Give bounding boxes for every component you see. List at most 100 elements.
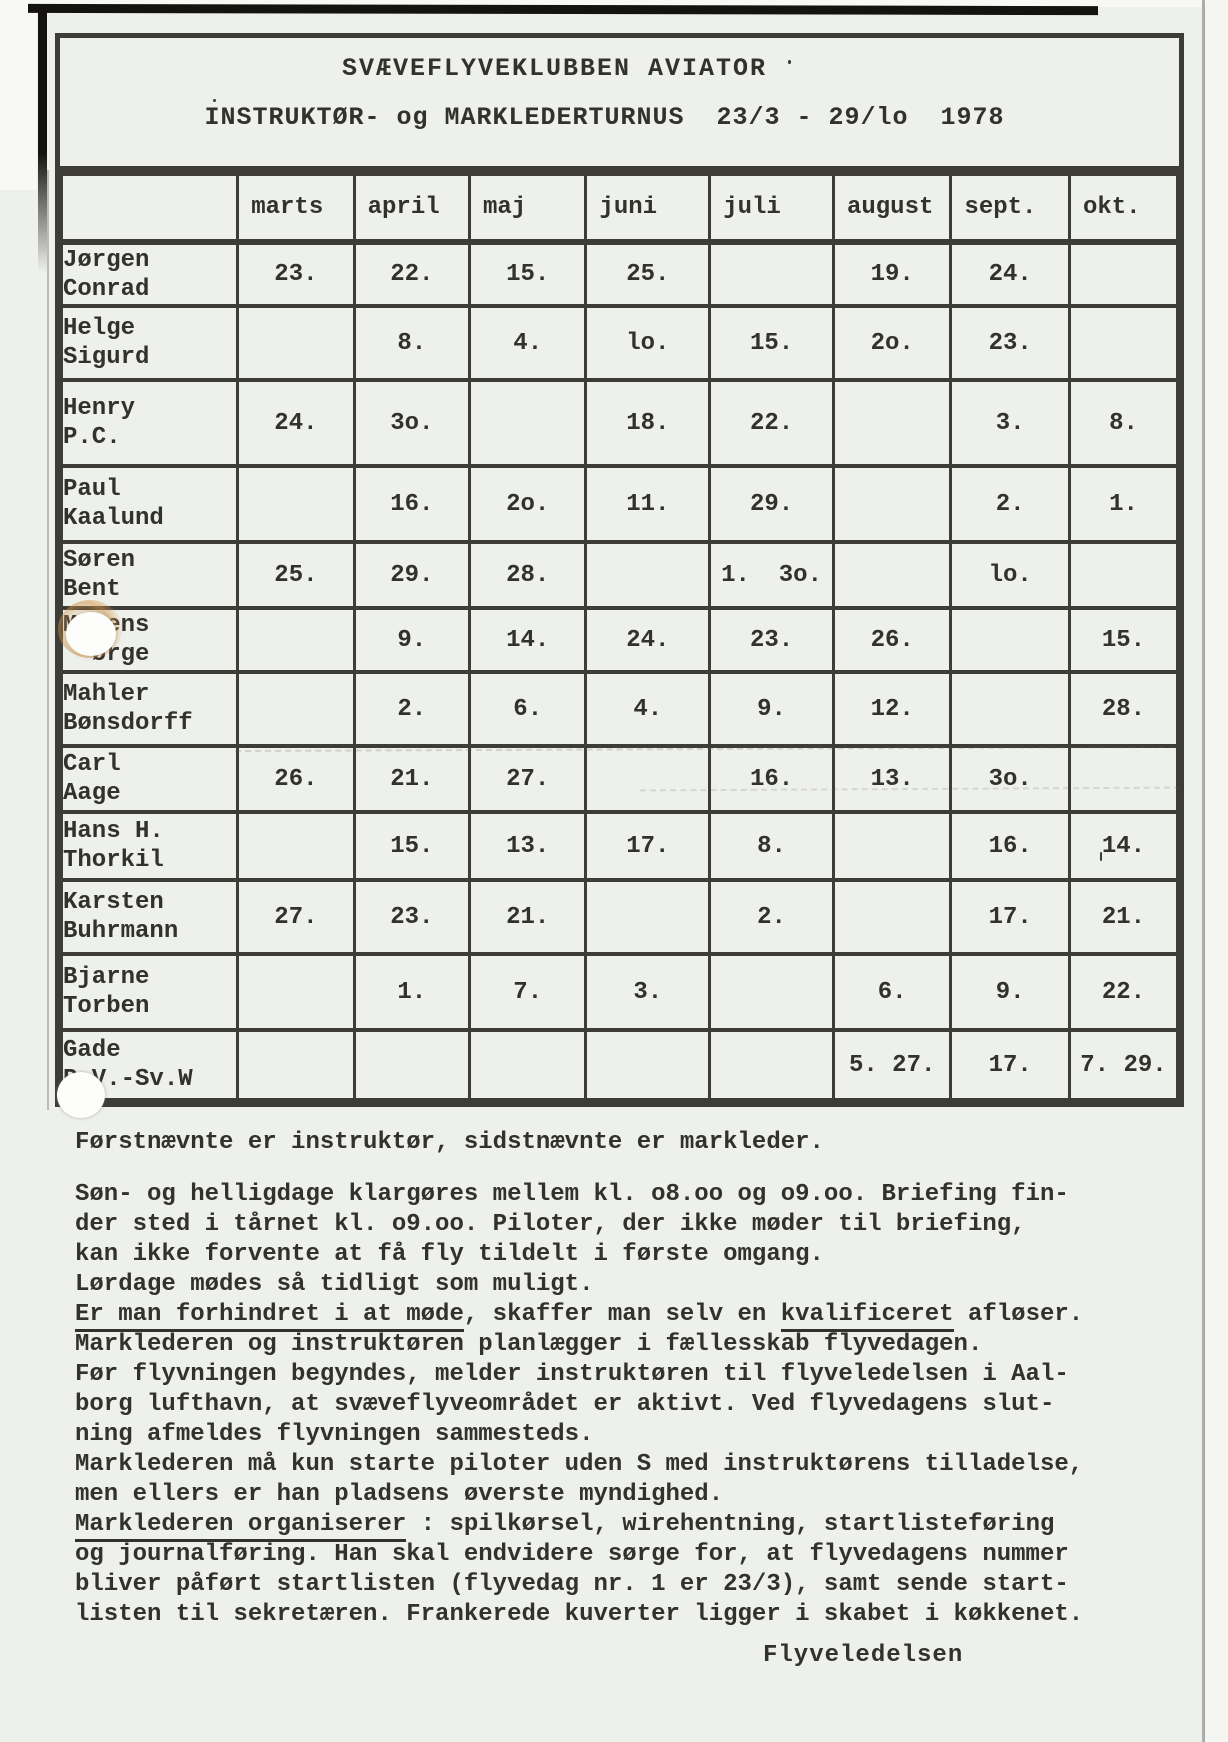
date-cell [1067,240,1180,308]
person-name-cell: Mahler Bønsdorff [59,670,240,748]
date-cell: 3. [584,952,712,1032]
table-row: Paul Kaalund 16. 2o. 11. 29. 2. 1. [59,464,1180,544]
date-cell: 5. 27. [831,1028,953,1102]
date-cell [236,670,356,748]
date-cell: 13. [831,744,953,814]
column-header: august [831,172,953,245]
date-cell: 23. [236,240,356,308]
note-text: kan ikke forvente at få fly tildelt i fø… [75,1241,824,1268]
date-cell: 1. 3o. [708,540,835,610]
date-cell [352,1028,472,1102]
date-cell: 3. [949,378,1071,468]
note-text: og journalføring. Han skal endvidere sør… [75,1541,1069,1568]
underlined-text: Marklederen organiserer [75,1511,407,1542]
person-name-cell: Karsten Buhrmann [59,878,240,956]
date-cell: 2o. [831,304,953,382]
note-text: bliver påført startlisten (flyvedag nr. … [75,1571,1069,1598]
table-row: Jørgen Conrad 23. 22. 15. 25. 19. 24. [59,240,1180,308]
note-text: listen til sekretæren. Frankerede kuvert… [75,1601,1084,1628]
date-cell: 7. 29. [1067,1028,1180,1102]
date-cell [584,540,712,610]
date-cell: 14. [467,606,588,674]
date-cell [708,240,835,308]
date-cell: 4. [584,670,712,748]
note-text: borg lufthavn, at svæveflyveområdet er a… [75,1391,1055,1418]
notes-block: Førstnævnte er instruktør, sidstnævnte e… [75,1128,1215,1630]
date-cell [708,1028,835,1102]
date-cell [1067,304,1180,382]
date-cell: 8. [1067,378,1180,468]
date-cell [1067,540,1180,610]
date-cell: 28. [467,540,588,610]
scan-margin-left [0,0,37,190]
note-line: listen til sekretæren. Frankerede kuvert… [75,1600,1215,1630]
date-cell: 19. [831,240,953,308]
person-name-cell: Carl Aage [59,744,240,814]
document-title: INSTRUKTØR- og MARKLEDERTURNUS 23/3 - 29… [204,103,1005,132]
date-cell: 16. [352,464,472,544]
note-text: Før flyvningen begyndes, melder instrukt… [75,1361,1069,1388]
date-cell: 12. [831,670,953,748]
punch-hole-top [66,612,116,656]
date-cell [236,1028,356,1102]
scan-speck [788,60,791,64]
date-cell: 25. [584,240,712,308]
person-name-cell: Søren Bent [59,540,240,610]
note-text: Søn- og helligdage klargøres mellem kl. … [75,1181,1069,1208]
date-cell [708,952,835,1032]
date-cell [584,878,712,956]
date-cell: 24. [584,606,712,674]
scan-edge-right-line [1202,0,1205,1742]
column-header: okt. [1067,172,1180,245]
column-header: maj [467,172,588,245]
date-cell: 23. [949,304,1071,382]
note-line: Før flyvningen begyndes, melder instrukt… [75,1360,1215,1390]
date-cell: 15. [708,304,835,382]
turnus-table: marts april maj juni juli august sept. okt. Jør… [59,172,1180,1102]
note-line: der sted i tårnet kl. o9.oo. Piloter, de… [75,1210,1215,1240]
person-name-cell: Hans H. Thorkil [59,810,240,882]
date-cell: 17. [949,1028,1071,1102]
date-cell: 7. [467,952,588,1032]
date-cell [236,304,356,382]
date-cell [584,744,712,814]
date-cell: 26. [831,606,953,674]
date-cell: 9. [708,670,835,748]
turnus-table-frame: SVÆVEFLYVEKLUBBEN AVIATOR INSTRUKTØR- og… [55,33,1184,1107]
date-cell: 21. [467,878,588,956]
date-cell [236,810,356,882]
person-name-cell: Helge Sigurd [59,304,240,382]
date-cell: 24. [949,240,1071,308]
note-line: men ellers er han pladsens øverste myndi… [75,1480,1215,1510]
date-cell: lo. [584,304,712,382]
date-cell: 13. [467,810,588,882]
underlined-text: Er man forhindret i at møde [75,1301,464,1332]
person-name-cell: Paul Kaalund [59,464,240,544]
note-text: Marklederen og instruktøren planlægger i… [75,1331,983,1358]
column-header: juli [708,172,835,245]
date-cell [467,1028,588,1102]
person-name-cell: Jørgen Conrad [59,240,240,308]
date-cell: 8. [708,810,835,882]
table-row: Hans H. Thorkil 15. 13. 17. 8. 16. 14. [59,810,1180,882]
note-intro: Førstnævnte er instruktør, sidstnævnte e… [75,1129,824,1156]
date-cell [831,810,953,882]
scan-margin-top [0,0,1228,7]
person-name-cell: Henry P.C. [59,378,240,468]
date-cell: 9. [949,952,1071,1032]
date-cell [467,378,588,468]
date-cell: 2. [352,670,472,748]
date-cell [831,878,953,956]
date-cell: 23. [352,878,472,956]
note-line: Marklederen og instruktøren planlægger i… [75,1330,1215,1360]
column-header: sept. [949,172,1071,245]
note-lines: Søn- og helligdage klargøres mellem kl. … [75,1180,1215,1630]
date-cell [236,952,356,1032]
table-header-row: marts april maj juni juli august sept. okt. [59,172,1180,245]
date-cell [236,606,356,674]
note-line: og journalføring. Han skal endvidere sør… [75,1540,1215,1570]
date-cell: 11. [584,464,712,544]
table-row: Karsten Buhrmann 27. 23. 21. 2. 17. 21. [59,878,1180,956]
date-cell: 8. [352,304,472,382]
